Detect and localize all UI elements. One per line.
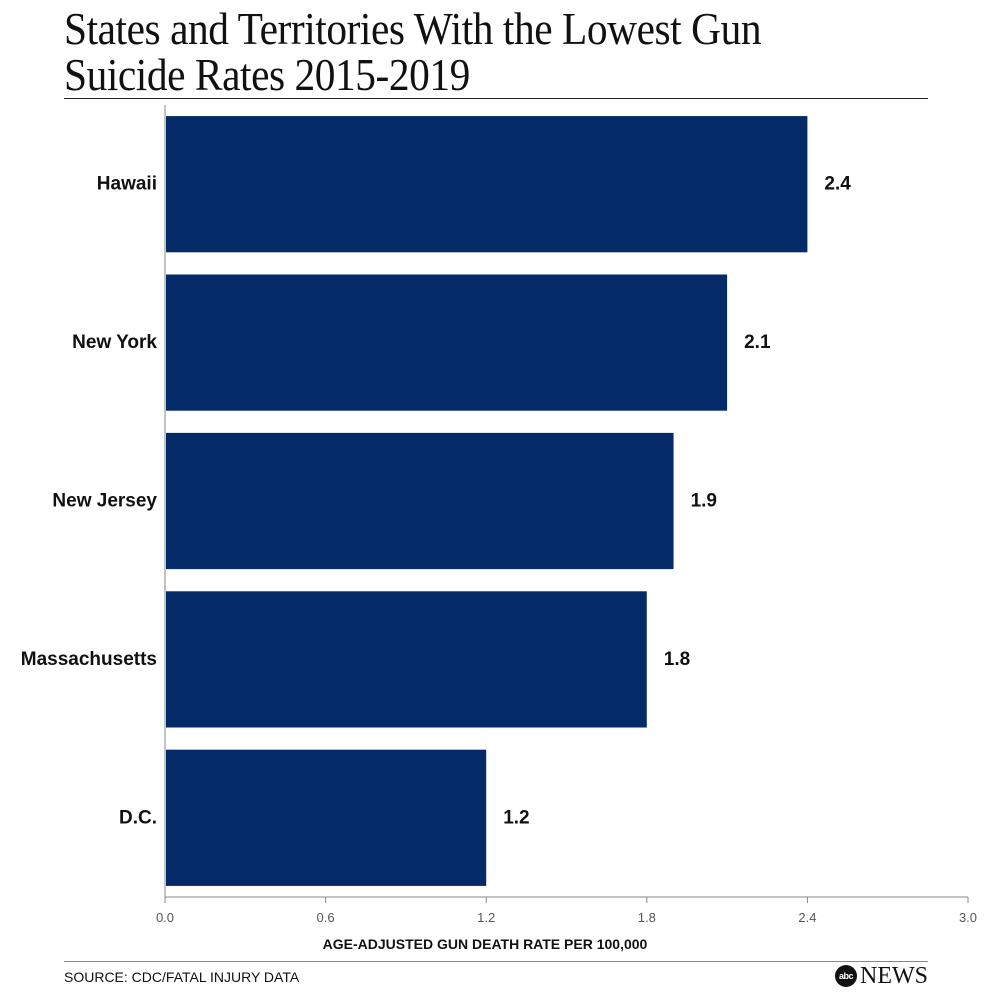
bar-new-jersey: [166, 432, 674, 570]
bar-new-york: [166, 274, 728, 411]
x-tick-label: 1.2: [477, 910, 495, 925]
title-divider: [64, 98, 928, 99]
category-label: Hawaii: [97, 174, 157, 195]
value-label: 2.4: [824, 174, 851, 195]
value-label: 1.2: [503, 807, 529, 828]
footer-divider: [64, 961, 928, 962]
value-label: 2.1: [744, 332, 771, 353]
chart-title: States and Territories With the Lowest G…: [64, 3, 762, 100]
source-note: SOURCE: CDC/FATAL INJURY DATA: [64, 969, 300, 985]
value-label: 1.8: [664, 649, 690, 670]
bar-massachusetts: [166, 591, 647, 728]
x-tick-label: 1.8: [638, 910, 656, 925]
category-label: Massachusetts: [21, 649, 157, 670]
x-axis-label: AGE-ADJUSTED GUN DEATH RATE PER 100,000: [322, 936, 648, 952]
x-tick-label: 3.0: [959, 910, 977, 925]
abc-logo-mark: abc: [835, 965, 857, 987]
category-label: New York: [72, 332, 157, 353]
x-tick-label: 0.0: [156, 910, 174, 925]
bar-hawaii: [166, 116, 808, 253]
abc-news-logo: abc NEWS: [835, 964, 928, 988]
news-logo-word: NEWS: [860, 963, 928, 989]
value-label: 1.9: [691, 491, 717, 512]
x-tick-label: 0.6: [317, 910, 335, 925]
category-label: D.C.: [119, 807, 157, 828]
category-label: New Jersey: [52, 491, 157, 512]
x-tick-label: 2.4: [798, 910, 816, 925]
bar-d-c: [166, 749, 487, 886]
